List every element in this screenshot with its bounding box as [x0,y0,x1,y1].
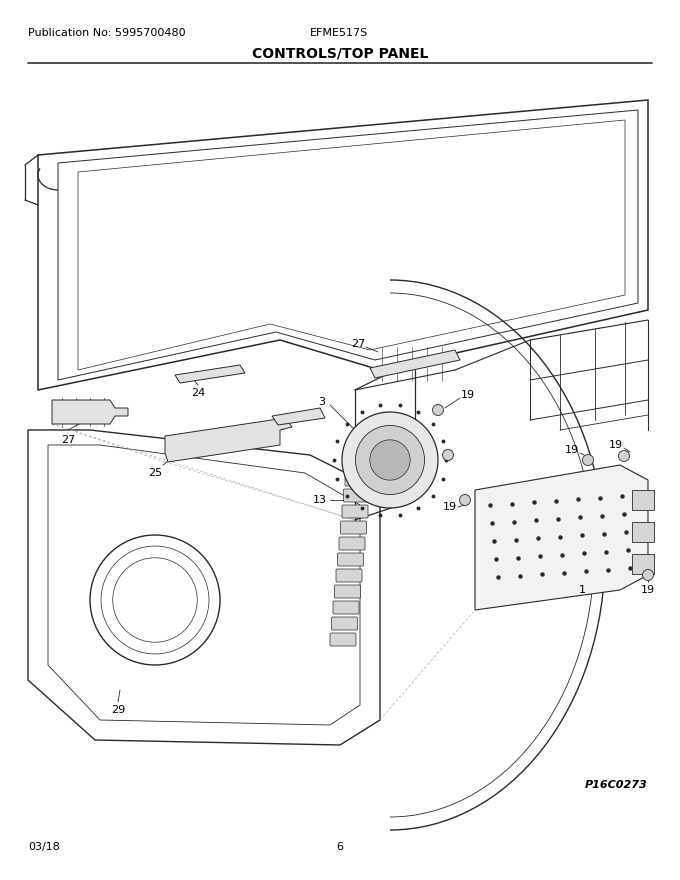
FancyBboxPatch shape [339,537,365,550]
Polygon shape [272,408,325,425]
Circle shape [370,440,410,480]
Text: 19: 19 [609,440,623,450]
Circle shape [619,451,630,461]
Polygon shape [175,365,245,383]
FancyBboxPatch shape [341,521,367,534]
Text: CONTROLS/TOP PANEL: CONTROLS/TOP PANEL [252,46,428,60]
Circle shape [342,412,438,508]
Text: Publication No: 5995700480: Publication No: 5995700480 [28,28,186,38]
Circle shape [356,425,424,495]
Circle shape [432,405,443,415]
Text: 19: 19 [641,585,655,595]
Text: 27: 27 [61,435,75,445]
FancyBboxPatch shape [336,569,362,582]
FancyBboxPatch shape [330,633,356,646]
Polygon shape [52,400,128,424]
Circle shape [460,495,471,505]
Text: 1: 1 [579,585,585,595]
FancyBboxPatch shape [632,554,654,574]
Polygon shape [165,418,292,462]
Circle shape [643,569,653,581]
FancyBboxPatch shape [333,601,359,614]
Text: 19: 19 [565,445,579,455]
Text: 03/18: 03/18 [28,842,60,852]
Text: EFME517S: EFME517S [310,28,369,38]
FancyBboxPatch shape [332,617,358,630]
Text: 3: 3 [318,397,326,407]
Text: P16C0273: P16C0273 [585,780,648,790]
Circle shape [583,454,594,466]
Polygon shape [475,465,648,610]
Text: 29: 29 [111,705,125,715]
Polygon shape [370,350,460,378]
Text: 27: 27 [351,339,365,349]
FancyBboxPatch shape [632,522,654,542]
FancyBboxPatch shape [342,505,368,518]
Text: 19: 19 [443,502,457,512]
FancyBboxPatch shape [343,489,369,502]
FancyBboxPatch shape [632,490,654,510]
FancyBboxPatch shape [337,553,364,566]
Text: 19: 19 [461,390,475,400]
FancyBboxPatch shape [335,585,360,598]
Text: 25: 25 [148,468,162,478]
Text: 24: 24 [191,388,205,398]
Text: 13: 13 [313,495,327,505]
Circle shape [443,450,454,460]
Text: 6: 6 [337,842,343,852]
FancyBboxPatch shape [345,473,371,486]
